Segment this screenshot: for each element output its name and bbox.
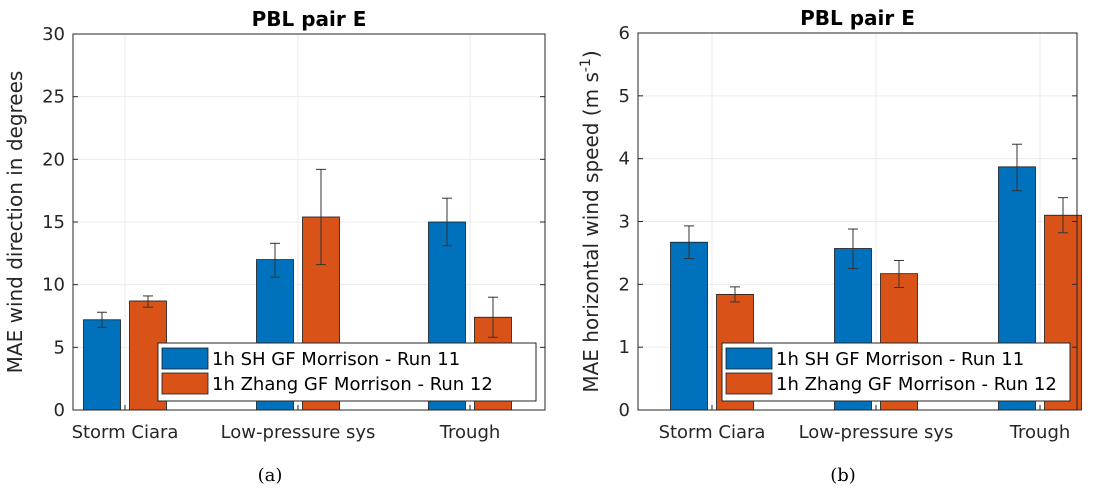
legend-swatch	[725, 372, 773, 395]
legend-box	[721, 342, 1071, 402]
chart-title: PBL pair E	[800, 6, 915, 30]
chart-panel-1: 0 5 10 15 20 25 30 Storm Ciara Low-pressure sys T…	[3, 7, 546, 486]
x-tick-label: Trough	[439, 422, 501, 443]
y-tick-label: 2	[619, 274, 630, 295]
panel-caption: (b)	[830, 465, 856, 486]
y-tick-label: 15	[42, 212, 65, 233]
y-tick-label: 5	[54, 337, 65, 358]
x-tick-label: Low-pressure sys	[799, 422, 954, 443]
y-tick-label: 30	[42, 24, 65, 45]
y-tick-label: 10	[42, 275, 65, 296]
y-tick-label: 0	[54, 400, 65, 421]
x-tick-label: Low-pressure sys	[221, 422, 376, 443]
y-tick-label: 5	[619, 86, 630, 107]
chart-title: PBL pair E	[252, 7, 367, 31]
legend-swatch	[725, 347, 773, 370]
y-tick-label: 6	[619, 23, 630, 44]
panel-caption: (a)	[258, 465, 283, 486]
y-tick-label: 4	[619, 149, 630, 170]
y-tick-label: 3	[619, 212, 630, 233]
y-tick-label: 0	[619, 400, 630, 421]
x-tick-label: Trough	[1009, 422, 1071, 443]
bar	[670, 241, 708, 411]
legend: 1h SH GF Morrison - Run 11 1h Zhang GF Mo…	[721, 342, 1071, 402]
legend-label: 1h Zhang GF Morrison - Run 12	[212, 374, 493, 395]
bar	[83, 319, 121, 411]
legend-label: 1h SH GF Morrison - Run 11	[212, 349, 460, 370]
legend-label: 1h SH GF Morrison - Run 11	[776, 349, 1024, 370]
legend-swatch	[161, 372, 209, 395]
chart-panel-2: 0 1 2 3 4 5 6 Storm Ciara Low-pressure sys Trough…	[578, 6, 1082, 486]
y-tick-label: 25	[42, 87, 65, 108]
x-tick-label: Storm Ciara	[72, 422, 179, 443]
legend-label: 1h Zhang GF Morrison - Run 12	[776, 374, 1057, 395]
legend-box	[157, 342, 537, 402]
legend-swatch	[161, 347, 209, 370]
y-tick-label: 1	[619, 337, 630, 358]
y-axis-label: MAE wind direction in degrees	[3, 71, 27, 374]
y-axis-label: MAE horizontal wind speed (m s-1)	[578, 50, 603, 392]
legend: 1h SH GF Morrison - Run 11 1h Zhang GF Mo…	[157, 342, 537, 402]
y-tick-label: 20	[42, 149, 65, 170]
x-tick-label: Storm Ciara	[659, 422, 766, 443]
